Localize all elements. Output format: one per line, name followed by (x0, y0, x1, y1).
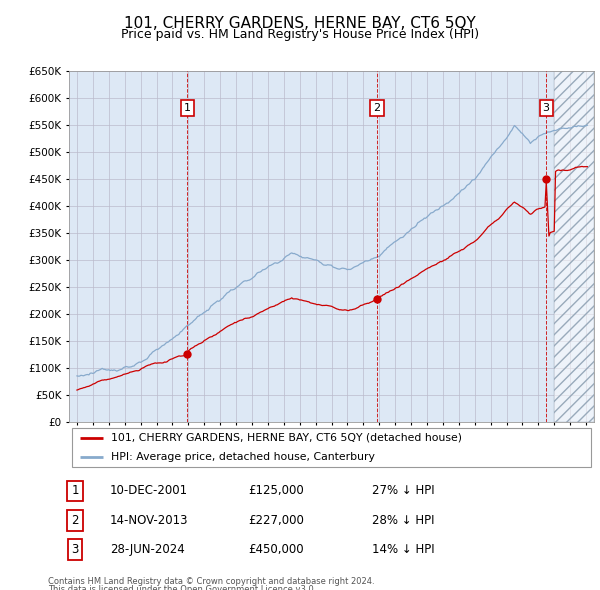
Text: Price paid vs. HM Land Registry's House Price Index (HPI): Price paid vs. HM Land Registry's House … (121, 28, 479, 41)
Text: 101, CHERRY GARDENS, HERNE BAY, CT6 5QY: 101, CHERRY GARDENS, HERNE BAY, CT6 5QY (124, 16, 476, 31)
Text: 27% ↓ HPI: 27% ↓ HPI (372, 484, 434, 497)
Text: 14% ↓ HPI: 14% ↓ HPI (372, 543, 434, 556)
Text: £227,000: £227,000 (248, 514, 304, 527)
FancyBboxPatch shape (71, 428, 592, 467)
Text: 101, CHERRY GARDENS, HERNE BAY, CT6 5QY (detached house): 101, CHERRY GARDENS, HERNE BAY, CT6 5QY … (111, 432, 462, 442)
Text: £125,000: £125,000 (248, 484, 304, 497)
Text: HPI: Average price, detached house, Canterbury: HPI: Average price, detached house, Cant… (111, 453, 375, 463)
Text: 2: 2 (71, 514, 79, 527)
Text: 28-JUN-2024: 28-JUN-2024 (110, 543, 185, 556)
Text: 1: 1 (71, 484, 79, 497)
Text: £450,000: £450,000 (248, 543, 304, 556)
Text: Contains HM Land Registry data © Crown copyright and database right 2024.: Contains HM Land Registry data © Crown c… (48, 577, 374, 586)
Text: 14-NOV-2013: 14-NOV-2013 (110, 514, 188, 527)
Text: 3: 3 (71, 543, 79, 556)
Text: 3: 3 (542, 103, 550, 113)
Text: 1: 1 (184, 103, 191, 113)
Text: 28% ↓ HPI: 28% ↓ HPI (372, 514, 434, 527)
Text: This data is licensed under the Open Government Licence v3.0.: This data is licensed under the Open Gov… (48, 585, 316, 590)
Text: 2: 2 (374, 103, 381, 113)
Text: 10-DEC-2001: 10-DEC-2001 (110, 484, 188, 497)
